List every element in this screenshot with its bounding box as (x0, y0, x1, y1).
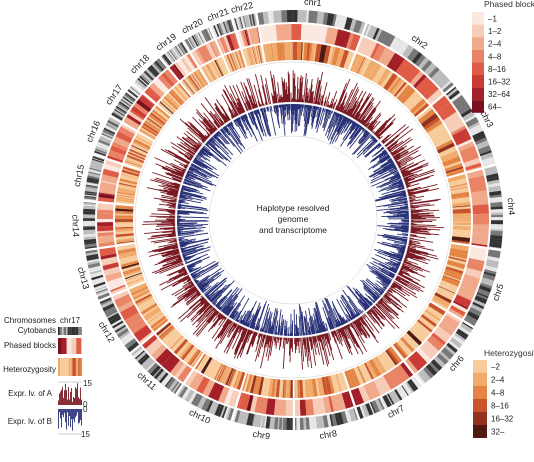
chromosome-sector-chr15 (83, 155, 209, 211)
chromosome-sector-chr21 (211, 19, 267, 141)
chromosome-sector-chr16 (93, 117, 219, 192)
key-row-chromosomes: Chromosomes (4, 316, 56, 325)
het-legend-swatch (473, 425, 487, 438)
chromosome-sector-chr18 (133, 58, 234, 163)
phased-legend-label: 4–8 (488, 52, 502, 61)
phased-blocks-legend: Phased blocks –1 1–2 2–4 4–8 8–16 16–32 32–64 6… (472, 0, 534, 113)
track-key-graphics (58, 327, 82, 435)
het-legend-swatch (473, 412, 487, 425)
key-scale-b-bottom: 15 (81, 430, 90, 439)
het-legend-swatch (473, 373, 487, 386)
het-legend-swatch (473, 386, 487, 399)
key-chrom-label: chr17 (60, 316, 81, 325)
phased-legend-swatch (472, 49, 484, 63)
chromosome-label-chr9: chr9 (252, 429, 271, 441)
phased-legend-label: 8–16 (488, 65, 506, 74)
het-legend-label: 2–4 (491, 376, 505, 385)
chromosome-sector-chr19 (160, 41, 246, 154)
phased-legend-swatch (472, 12, 484, 25)
phased-legend-label: 64– (488, 103, 502, 112)
chromosome-label-chr5: chr5 (490, 282, 505, 302)
center-label-line-2: genome (278, 214, 309, 224)
chromosome-sector-chr4 (374, 165, 503, 249)
chromosome-label-chr8: chr8 (319, 428, 338, 441)
het-legend-swatch (473, 360, 487, 373)
chromosome-sector-chr14 (83, 202, 209, 250)
chromosome-sector-chr22 (233, 13, 277, 137)
het-legend-label: 32– (491, 428, 505, 437)
chromosome-label-chr1: chr1 (304, 0, 322, 8)
chromosome-sector-chr3 (368, 86, 496, 195)
key-scale-a-zero: 0 (83, 400, 88, 409)
phased-legend-label: 1–2 (488, 27, 502, 36)
chromosome-sector-chr12 (99, 256, 225, 353)
het-legend-title: Heterozygosity (484, 348, 534, 358)
het-legend-label: –2 (491, 363, 500, 372)
chromosome-sector-chr11 (131, 277, 243, 394)
phased-legend-label: –1 (488, 15, 497, 24)
chromosome-sector-chr17 (111, 85, 227, 177)
key-row-expr-b: Expr. lv. of B (8, 417, 52, 426)
phased-legend-swatch (472, 24, 484, 38)
phased-legend-title: Phased blocks (484, 0, 534, 9)
phased-legend-swatch (472, 37, 484, 50)
het-legend-label: 4–8 (491, 389, 505, 398)
chromosome-sector-chr2 (324, 23, 454, 159)
genome-rings (83, 9, 503, 430)
chromosome-label-chr22: chr22 (230, 0, 254, 15)
phased-legend-label: 16–32 (488, 78, 511, 87)
chromosome-label-chr15: chr15 (72, 164, 86, 188)
key-scale-b-zero: 0 (83, 405, 88, 414)
phased-legend-swatch (472, 100, 484, 113)
key-row-heterozygosity: Heterozygosity (3, 365, 56, 374)
chromosome-label-chr14: chr14 (70, 214, 81, 237)
chromosome-sector-chr10 (177, 295, 267, 421)
center-label-line-1: Haplotype resolved (257, 203, 330, 213)
het-legend-label: 8–16 (491, 402, 509, 411)
phased-legend-label: 32–64 (488, 90, 511, 99)
het-legend-swatch (473, 399, 487, 412)
chromosome-sector-chr7 (321, 289, 422, 419)
phased-legend-swatch (472, 87, 484, 101)
key-row-cytobands: Cytobands (18, 326, 56, 335)
chromosome-label-chr21: chr21 (206, 6, 231, 23)
track-key: chr17 Chromosomes Cytobands Phased block… (3, 316, 92, 439)
chromosome-label-chr4: chr4 (506, 197, 517, 215)
chromosome-sector-chr13 (85, 232, 211, 300)
key-row-expr-a: Expr. lv. of A (8, 389, 53, 398)
phased-legend-label: 2–4 (488, 40, 502, 49)
key-row-phased-blocks: Phased blocks (4, 341, 56, 350)
chromosome-sector-chr5 (369, 234, 501, 326)
chromosome-sector-chr6 (346, 264, 474, 385)
phased-legend-swatch (472, 62, 484, 75)
chromosome-sector-chr9 (232, 303, 294, 430)
het-legend-label: 16–32 (491, 415, 514, 424)
phased-legend-swatch (472, 75, 484, 88)
chromosome-sector-chr20 (184, 27, 258, 142)
chromosome-sector-chr1 (257, 9, 366, 137)
chromosome-sector-chr8 (293, 301, 358, 430)
heterozygosity-legend: Heterozygosity –2 2–4 4–8 8–16 16–32 32– (473, 348, 534, 438)
center-label-line-3: and transcriptome (259, 225, 327, 235)
key-scale-a-top: 15 (83, 379, 92, 388)
